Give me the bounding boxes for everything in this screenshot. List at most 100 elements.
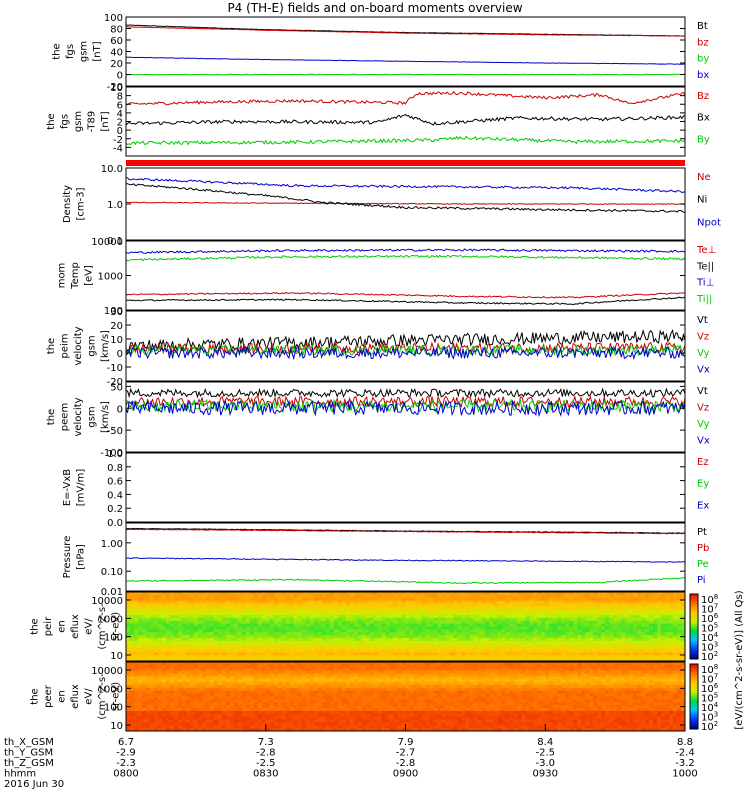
tick-label: 0.01	[101, 587, 123, 598]
tick-label: 10.0	[101, 164, 123, 175]
series-peim_vel-0	[125, 329, 686, 353]
colorbar-tick: 104	[701, 631, 719, 644]
tick-label: 1000	[98, 614, 123, 625]
axis-row-value: -2.4	[675, 748, 695, 759]
tick-label: -20	[107, 377, 123, 388]
series-fgs-1	[126, 26, 686, 37]
legend-entry: Npot	[697, 217, 721, 228]
colorbar-tick: 105	[701, 622, 718, 635]
legend-entry: Vz	[697, 403, 709, 414]
legend-entry: Vx	[697, 436, 710, 447]
legend-entry: Pt	[697, 527, 707, 538]
tick-label: 0.2	[107, 504, 123, 515]
colorbar-tick: 102	[701, 650, 718, 663]
panel-frame	[125, 16, 686, 87]
legend-entry: Ez	[697, 457, 709, 468]
legend-entry: Ey	[697, 479, 709, 490]
legend-entry: Vt	[697, 386, 708, 397]
date-label: 2016 Jun 30	[4, 779, 64, 790]
axis-row-value: 7.3	[258, 737, 274, 748]
legend-entry: Vt	[697, 315, 708, 326]
series-pressure-2	[125, 577, 686, 585]
colorbar-tick: 102	[701, 720, 718, 733]
legend-entry: bx	[697, 70, 709, 81]
series-fgs_dsl-0	[125, 90, 686, 106]
legend-entry: Te||	[696, 261, 714, 272]
axis-row-value: 6.7	[118, 737, 134, 748]
tick-label: 10	[110, 721, 123, 732]
axis-row-value: 0830	[253, 769, 278, 780]
tick-label: -50	[107, 426, 123, 437]
legend-entry: Vz	[697, 332, 709, 343]
tick-label: 0	[117, 404, 123, 415]
panel-frame	[125, 452, 686, 523]
legend-entry: Pi	[697, 575, 706, 586]
series-pressure-1	[125, 528, 685, 535]
panel-ylabel: the peem velocity gsm [km/s]	[46, 397, 111, 436]
tick-label: 10	[110, 335, 123, 346]
axis-row-value: 7.9	[398, 737, 414, 748]
legend-entry: Bx	[697, 113, 710, 124]
tick-label: 100	[104, 306, 123, 317]
tick-label: 20	[110, 59, 123, 70]
legend-entry: Bz	[697, 91, 709, 102]
panel-ylabel: Pressure [nPa]	[62, 536, 87, 579]
colorbar-tick: 107	[701, 603, 718, 616]
legend-entry: By	[697, 134, 710, 145]
tick-label: 100	[104, 703, 123, 714]
colorbar-tick: 105	[701, 692, 718, 705]
axis-row-label: th_Z_GSM	[4, 758, 54, 769]
colorbar-tick: 106	[701, 682, 719, 695]
axis-row-value: 8.4	[537, 737, 553, 748]
legend-entry: Pe	[697, 559, 709, 570]
legend-entry: Pb	[697, 543, 709, 554]
legend-entry: Vy	[697, 419, 710, 430]
series-fgs_dsl-2	[125, 135, 686, 146]
axis-row-value: -2.8	[256, 748, 276, 759]
legend-entry: Vy	[697, 348, 710, 359]
legend-entry: Vx	[697, 365, 710, 376]
axis-row-value: -2.5	[256, 758, 276, 769]
colorbar-tick: 104	[701, 701, 719, 714]
tick-label: 0.10	[101, 567, 123, 578]
series-mom_temp-2	[125, 248, 686, 254]
tick-label: 4	[117, 109, 123, 120]
tick-label: 60	[110, 36, 123, 47]
panel-ylabel: E=-VxB [mV/m]	[62, 469, 87, 507]
tick-label: 0.6	[107, 477, 123, 488]
series-pressure-3	[125, 557, 686, 563]
axis-row-value: -2.7	[396, 748, 416, 759]
legend-entry: Ti⊥	[696, 278, 714, 289]
tick-label: -10	[107, 363, 123, 374]
legend-entry: Te⊥	[696, 245, 716, 256]
panel-frame	[125, 310, 686, 382]
colorbar-label: [eV/(cm^2-s-sr-eV)] (All Qs)	[734, 590, 745, 729]
panel-pressure: 1.00 0.10 0.01 Pt Pb Pe Pi	[101, 522, 709, 598]
tick-label: 100	[104, 13, 123, 24]
separator-bar	[126, 160, 685, 166]
legend-entry: Ne	[697, 172, 711, 183]
tick-label: -4	[113, 143, 123, 154]
tick-label: 10	[110, 83, 123, 94]
panel-efield: 1.0 0.8 0.6 0.4 0.2 0.0 Ez Ey Ex	[107, 449, 709, 529]
axis-row-label: hhmm	[4, 769, 36, 780]
panel-ylabel: the peim velocity gsm [km/s]	[46, 326, 111, 365]
tick-label: 1.0	[107, 449, 123, 460]
panel-ylabel: Density [cm-3]	[62, 185, 87, 223]
tick-label: 10	[110, 651, 123, 662]
axis-row-value: -2.9	[116, 748, 136, 759]
tick-label: 100	[104, 633, 123, 644]
panel-frame	[125, 522, 686, 592]
tick-label: 30	[110, 307, 123, 318]
panel-peem_vel: 50 0 -50 -100 Vt Vz Vy Vx	[100, 381, 710, 459]
tick-label: 0.0	[107, 518, 123, 529]
series-mom_temp-0	[125, 291, 686, 299]
axis-row-value: 0900	[393, 769, 418, 780]
axis-row-value: -3.0	[535, 758, 555, 769]
series-peem_vel-0	[125, 387, 686, 399]
